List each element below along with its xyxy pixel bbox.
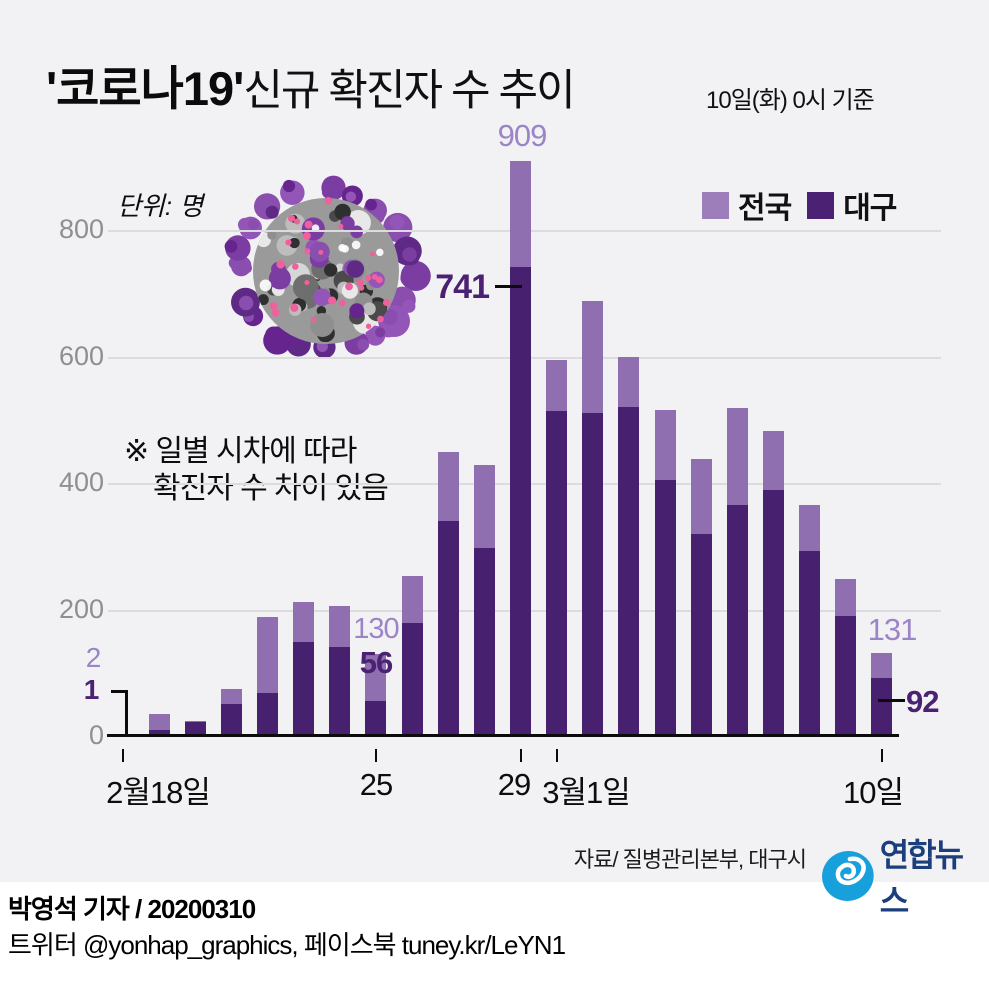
coronavirus-illustration <box>224 175 431 359</box>
callout-feb25-daegu: 56 <box>359 645 393 680</box>
bar-daegu <box>221 704 242 736</box>
axis-tick <box>122 749 124 762</box>
callout-92-pointer <box>878 699 905 702</box>
bar-daegu <box>293 642 314 736</box>
bar-daegu <box>546 411 567 736</box>
axis-tick <box>520 749 522 762</box>
bar-daegu <box>474 548 495 736</box>
y-axis-label: 0 <box>88 720 104 750</box>
x-axis-label: 29 <box>497 767 531 802</box>
y-axis-label: 200 <box>58 594 104 624</box>
callout-741-pointer <box>495 285 522 288</box>
x-axis-label: 2월18일 <box>106 775 211 810</box>
bar-daegu <box>510 267 531 736</box>
legend-swatch-national <box>702 191 729 219</box>
x-axis-line <box>107 734 899 737</box>
yonhap-logo-text: 연합뉴스 <box>879 837 964 919</box>
y-axis-label: 600 <box>58 341 104 371</box>
y-axis-label: 400 <box>58 467 104 497</box>
callout-feb18-total: 2 <box>85 642 102 673</box>
note-line-1: ※ 일별 시차에 따라 <box>124 435 357 468</box>
page-title: '코로나19' 신규 확진자 수 추이 <box>46 50 576 119</box>
callout-feb18-daegu: 1 <box>83 674 100 705</box>
date-note: 10일(화) 0시 기준 <box>706 87 875 114</box>
bar-daegu <box>763 490 784 736</box>
bar-daegu <box>402 623 423 736</box>
title-keyword: '코로나19' <box>46 62 244 115</box>
legend: 전국 대구 <box>702 183 897 227</box>
title-rest: 신규 확진자 수 추이 <box>243 67 575 115</box>
yonhap-logo-icon <box>822 851 874 901</box>
axis-tick <box>556 749 558 762</box>
unit-label: 단위: 명 <box>117 191 204 221</box>
note: ※ 일별 시차에 따라 확진자 수 차이 있음 <box>124 433 389 507</box>
note-line-2: 확진자 수 차이 있음 <box>153 472 389 505</box>
footer-byline: 박영석 기자 / 20200310 <box>8 894 256 924</box>
graphic-area: '코로나19' 신규 확진자 수 추이 10일(화) 0시 기준 단위: 명 전… <box>0 0 989 919</box>
axis-tick <box>375 749 377 762</box>
footer-social: 트위터 @yonhap_graphics, 페이스북 tuney.kr/LeYN… <box>8 930 566 960</box>
callout-mar10-total: 131 <box>867 612 918 647</box>
x-axis-label: 3월1일 <box>542 775 631 810</box>
axis-tick <box>881 749 883 762</box>
bar-daegu <box>835 616 856 736</box>
bar-daegu <box>871 678 892 736</box>
bar-daegu <box>799 551 820 736</box>
bar-daegu <box>582 413 603 736</box>
source-credit: 자료/ 질병관리본부, 대구시 <box>573 847 807 872</box>
bar-daegu <box>727 505 748 736</box>
bar-daegu <box>655 480 676 736</box>
bar-daegu <box>257 693 278 736</box>
callout-feb29-total: 909 <box>497 118 548 153</box>
callout-feb29-daegu: 741 <box>435 268 490 306</box>
bar-daegu <box>618 407 639 736</box>
legend-swatch-daegu <box>807 191 835 219</box>
y-axis-label: 800 <box>58 214 104 244</box>
legend-label-national: 전국 <box>738 192 792 225</box>
bar-chart: 0 200 400 600 800 2월18일 25 29 3월1일 10일 <box>58 161 941 810</box>
yonhap-logo: 연합뉴스 <box>820 830 989 922</box>
callout-mar10-daegu: 92 <box>906 684 939 719</box>
x-axis-label: 25 <box>359 767 393 802</box>
bar-daegu <box>438 521 459 736</box>
callout-feb25-total: 130 <box>353 613 399 645</box>
bar-daegu <box>365 701 386 736</box>
bar-daegu <box>149 730 170 736</box>
callout-feb18-bracket <box>111 690 128 735</box>
x-axis-label: 10일 <box>842 775 904 810</box>
bar-daegu <box>329 647 350 736</box>
bar-daegu <box>691 534 712 736</box>
bar-daegu <box>185 722 206 736</box>
legend-label-daegu: 대구 <box>843 192 897 225</box>
